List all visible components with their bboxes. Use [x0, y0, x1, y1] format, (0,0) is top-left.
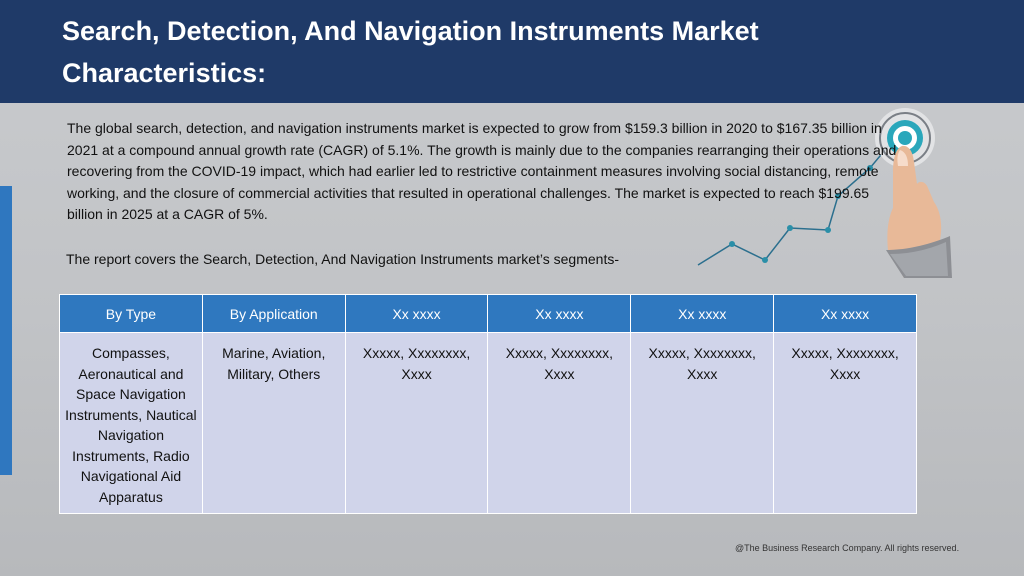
market-overview-paragraph: The global search, detection, and naviga…	[67, 120, 897, 222]
table-row: Compasses, Aeronautical and Space Naviga…	[59, 332, 917, 514]
page-title: Search, Detection, And Navigation Instru…	[62, 10, 962, 94]
segments-table: By Type By Application Xx xxxx Xx xxxx X…	[59, 294, 917, 514]
page-title-line-2: Characteristics:	[62, 58, 267, 88]
table-header-row: By Type By Application Xx xxxx Xx xxxx X…	[59, 294, 917, 333]
hand-touching-target-graph-icon	[697, 108, 952, 278]
cell-by-type: Compasses, Aeronautical and Space Naviga…	[59, 332, 203, 514]
header-placeholder-1: Xx xxxx	[344, 294, 489, 333]
left-accent-bar	[0, 186, 12, 475]
page-title-line-1: Search, Detection, And Navigation Instru…	[62, 16, 759, 46]
header-banner: Search, Detection, And Navigation Instru…	[0, 0, 1024, 103]
copyright-footer: @The Business Research Company. All righ…	[735, 543, 960, 553]
header-placeholder-2: Xx xxxx	[487, 294, 632, 333]
cell-placeholder-3: Xxxxx, Xxxxxxxx, Xxxx	[630, 332, 775, 514]
header-placeholder-4: Xx xxxx	[773, 294, 917, 333]
cell-by-application: Marine, Aviation, Military, Others	[201, 332, 346, 514]
header-placeholder-3: Xx xxxx	[630, 294, 775, 333]
cell-placeholder-1: Xxxxx, Xxxxxxxx, Xxxx	[344, 332, 489, 514]
segments-intro-text: The report covers the Search, Detection,…	[66, 251, 619, 267]
header-by-type: By Type	[59, 294, 203, 333]
cell-placeholder-4: Xxxxx, Xxxxxxxx, Xxxx	[773, 332, 917, 514]
header-by-application: By Application	[201, 294, 346, 333]
cell-placeholder-2: Xxxxx, Xxxxxxxx, Xxxx	[487, 332, 632, 514]
